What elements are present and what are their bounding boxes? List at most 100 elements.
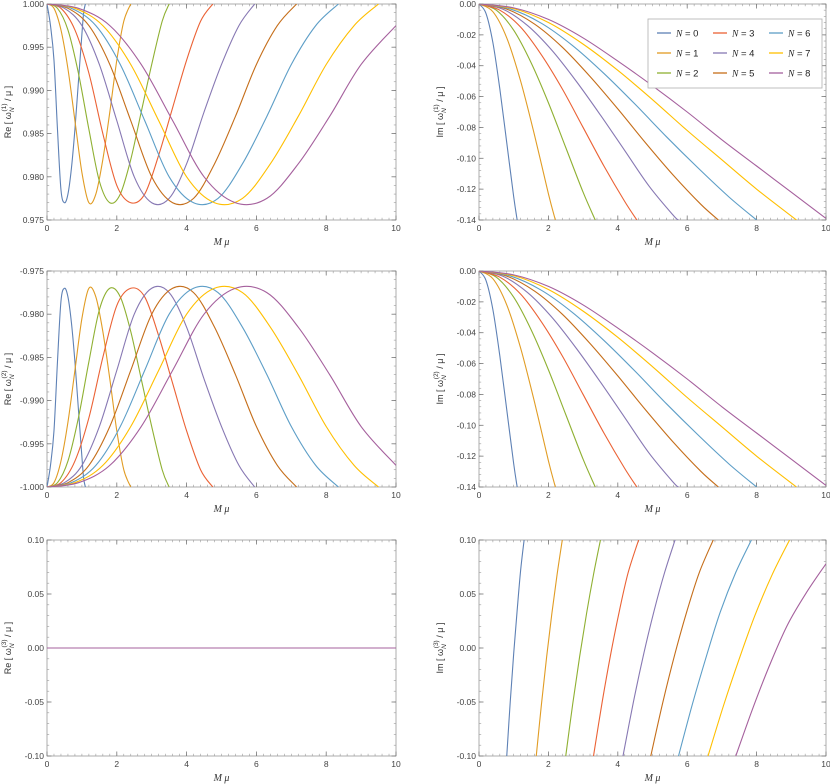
y-tick-label: -0.12 (457, 184, 477, 194)
series-line (47, 4, 339, 206)
series-line (47, 287, 170, 487)
legend-entry: N = 0 (675, 29, 698, 40)
y-tick-label: -0.975 (20, 266, 44, 276)
x-tick-label: 0 (477, 223, 482, 233)
y-tick-label: 0.00 (459, 0, 476, 9)
series-line (650, 540, 714, 756)
y-tick-label: 1.000 (23, 0, 45, 9)
x-axis-label: M μ (644, 504, 661, 515)
x-tick-label: 4 (615, 759, 620, 769)
series-line (47, 287, 86, 487)
y-tick-label: 0.995 (23, 42, 45, 52)
x-axis-label: M μ (213, 773, 230, 784)
series-line (47, 4, 214, 204)
series-group (47, 4, 396, 206)
y-tick-label: 0.00 (459, 643, 476, 653)
y-tick-label: -0.08 (457, 389, 477, 399)
series-line (707, 540, 791, 756)
x-tick-label: 0 (477, 490, 482, 500)
x-tick-label: 6 (254, 759, 259, 769)
x-tick-label: 6 (685, 223, 690, 233)
y-axis-label: Re [ ωN(1) / μ ] (1, 86, 16, 138)
y-tick-label: -0.985 (20, 352, 44, 362)
series-line (479, 4, 719, 220)
x-tick-label: 4 (615, 490, 620, 500)
y-tick-label: -0.10 (457, 751, 477, 761)
y-tick-label: -0.02 (457, 297, 477, 307)
panel-re1: 0 2 4 6 8 10 0.975 0.980 0.985 0.990 0.995 1.000 M μ… (1, 0, 401, 248)
x-tick-label: 0 (45, 223, 50, 233)
x-tick-label: 8 (754, 490, 759, 500)
x-tick-label: 4 (184, 759, 189, 769)
series-line (47, 285, 256, 487)
series-line (535, 540, 563, 756)
x-tick-label: 2 (114, 759, 119, 769)
x-tick-label: 10 (821, 490, 830, 500)
x-tick-label: 8 (324, 223, 329, 233)
series-line (47, 287, 214, 487)
series-group (47, 285, 396, 487)
x-tick-label: 8 (754, 759, 759, 769)
panel-re2: 0 2 4 6 8 10 -1.000 -0.995 -0.990 -0.985 -0.980 -0.… (1, 266, 401, 515)
series-line (479, 4, 679, 220)
series-line (622, 540, 676, 756)
y-tick-label: -0.04 (457, 61, 477, 71)
y-tick-label: -0.04 (457, 328, 477, 338)
x-tick-label: 8 (324, 490, 329, 500)
x-tick-label: 4 (184, 490, 189, 500)
series-line (47, 285, 339, 487)
y-tick-label: -0.05 (25, 697, 45, 707)
y-tick-label: -0.990 (20, 396, 44, 406)
legend-box (647, 18, 823, 89)
y-tick-label: 0.10 (459, 535, 476, 545)
x-axis-label: M μ (644, 237, 661, 248)
y-tick-label: -0.10 (457, 420, 477, 430)
x-tick-label: 2 (546, 223, 551, 233)
series-line (479, 4, 638, 220)
y-axis-label: Im [ ωN(3) / μ ] (433, 623, 448, 674)
x-tick-label: 10 (821, 759, 830, 769)
y-tick-label: 0.990 (23, 85, 45, 95)
y-axis-label: Re [ ωN(3) / μ ] (1, 622, 16, 674)
series-line (479, 271, 797, 487)
y-tick-label: -0.10 (457, 153, 477, 163)
x-tick-label: 6 (685, 490, 690, 500)
series-line (47, 4, 297, 206)
y-tick-label: -0.08 (457, 122, 477, 132)
x-tick-label: 0 (45, 490, 50, 500)
x-tick-label: 10 (391, 223, 401, 233)
series-line (47, 4, 379, 206)
series-line (47, 286, 132, 487)
y-tick-label: -0.02 (457, 30, 477, 40)
series-line (479, 271, 757, 487)
y-tick-label: -0.980 (20, 309, 44, 319)
y-tick-label: 0.05 (459, 589, 476, 599)
series-line (47, 285, 396, 487)
y-tick-label: -0.05 (457, 697, 477, 707)
series-group (479, 4, 826, 220)
series-line (479, 4, 757, 220)
y-tick-label: 0.05 (27, 589, 44, 599)
y-tick-label: -0.12 (457, 451, 477, 461)
y-tick-label: -0.10 (25, 751, 45, 761)
series-line (47, 4, 396, 206)
y-tick-label: -0.14 (457, 482, 477, 492)
y-tick-label: -0.995 (20, 439, 44, 449)
plot-frame (46, 3, 397, 221)
y-tick-label: 0.985 (23, 129, 45, 139)
x-tick-label: 0 (477, 759, 482, 769)
x-axis-label: M μ (213, 504, 230, 515)
x-tick-label: 2 (546, 490, 551, 500)
series-line (677, 540, 752, 756)
series-line (506, 540, 525, 756)
x-axis-label: M μ (644, 773, 661, 784)
series-line (479, 271, 826, 486)
panel-im1: 0 2 4 6 8 10 -0.14 -0.12 -0.10 -0.08 -0.06 -0.04 -0.… (433, 0, 830, 248)
y-tick-label: -0.06 (457, 359, 477, 369)
y-tick-label: 0.975 (23, 215, 45, 225)
plot-frame (478, 270, 827, 488)
x-tick-label: 10 (391, 759, 401, 769)
x-tick-label: 0 (45, 759, 50, 769)
